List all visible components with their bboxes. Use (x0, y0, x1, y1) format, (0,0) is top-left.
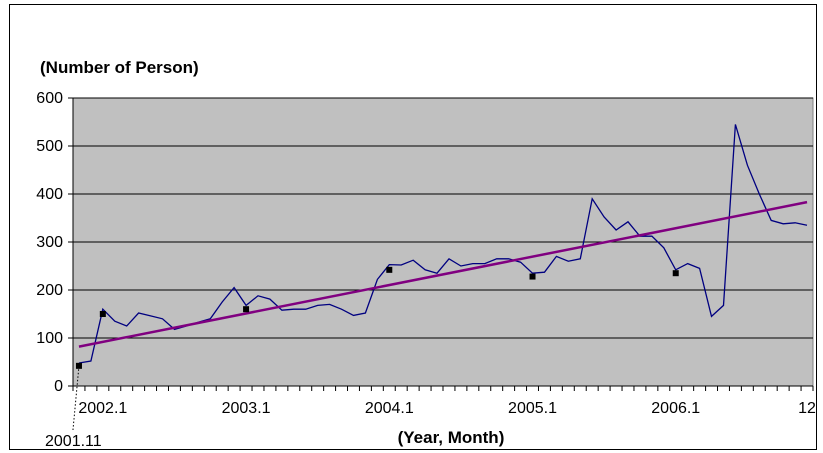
y-tick-label: 600 (36, 90, 63, 107)
y-tick-label: 0 (54, 378, 63, 395)
data-marker (243, 306, 250, 313)
trend-line (78, 200, 808, 348)
x-tick-label: 2006.1 (651, 400, 700, 417)
data-marker (529, 273, 536, 280)
x-tick-label: 2002.1 (78, 400, 127, 417)
y-tick-label: 200 (36, 282, 63, 299)
x-tick-label: 2003.1 (222, 400, 271, 417)
y-tick-label: 300 (36, 234, 63, 251)
data-marker (99, 311, 106, 317)
chart-frame (9, 4, 817, 450)
x-tick-label: 2004.1 (365, 400, 414, 417)
data-marker (672, 270, 679, 277)
data-marker (386, 266, 393, 273)
y-axis-ticks: 0 100 200 300 400 500 600 (36, 90, 74, 395)
x-tick-label: 12 (798, 400, 816, 417)
y-axis-title: (Number of Person) (40, 58, 199, 77)
annotation-leader (72, 365, 80, 431)
y-tick-label: 500 (36, 138, 63, 155)
y-tick-label: 100 (36, 330, 63, 347)
y-tick-label: 400 (36, 186, 63, 203)
x-axis-ticks: 2002.1 2003.1 2004.1 2005.1 2006.1 12 (72, 386, 816, 417)
x-tick-label: 2005.1 (508, 400, 557, 417)
x-axis-title: (Year, Month) (398, 428, 505, 447)
start-annotation: 2001.11 (45, 433, 102, 450)
